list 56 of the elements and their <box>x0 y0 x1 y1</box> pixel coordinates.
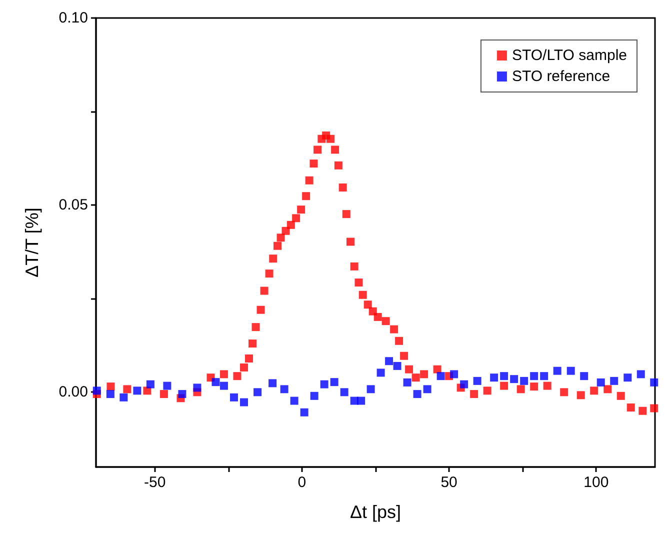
point <box>254 388 262 396</box>
point <box>624 374 632 382</box>
point <box>530 372 538 380</box>
point <box>230 393 238 402</box>
point <box>413 390 422 398</box>
point <box>490 374 498 382</box>
point <box>212 378 220 386</box>
point <box>268 379 277 388</box>
point <box>460 380 468 388</box>
point <box>566 366 575 375</box>
point <box>133 386 142 395</box>
point <box>357 396 366 405</box>
point <box>650 378 658 386</box>
point <box>500 372 508 380</box>
point <box>393 362 402 370</box>
legend-label: STO reference <box>512 68 610 85</box>
x-axis-title: Δt [ps] <box>350 502 402 522</box>
y-axis-title: ΔT/T [%] <box>22 208 42 278</box>
point <box>553 366 562 375</box>
point <box>366 385 375 394</box>
point <box>473 376 482 385</box>
point <box>636 370 645 378</box>
point <box>510 375 518 384</box>
x-tick-label: -50 <box>144 474 166 491</box>
y-tick-label: 0.00 <box>58 384 88 401</box>
point <box>610 376 618 385</box>
point <box>146 380 154 388</box>
point <box>280 385 288 394</box>
point <box>106 390 114 398</box>
point <box>423 385 432 394</box>
point <box>120 393 128 402</box>
y-tick-label: 0.05 <box>58 196 88 214</box>
point <box>340 388 348 396</box>
point <box>596 378 605 386</box>
y-tick-label: 0.10 <box>58 10 88 26</box>
x-tick-label: 100 <box>584 474 609 491</box>
point <box>580 372 588 380</box>
point <box>436 372 445 380</box>
point <box>385 357 394 366</box>
point <box>310 392 318 400</box>
point <box>92 386 101 395</box>
point <box>330 378 338 386</box>
point <box>520 376 528 385</box>
legend-label: STO/LTO sample <box>512 47 628 64</box>
point <box>163 382 172 390</box>
point <box>240 398 248 406</box>
x-tick-label: 0 <box>298 474 306 491</box>
point <box>300 408 308 416</box>
point <box>220 382 228 390</box>
point <box>178 390 186 398</box>
point <box>320 380 328 388</box>
point <box>540 372 548 380</box>
x-tick-label: 50 <box>440 474 458 491</box>
point <box>403 378 412 386</box>
point <box>290 396 298 405</box>
point <box>376 368 385 377</box>
